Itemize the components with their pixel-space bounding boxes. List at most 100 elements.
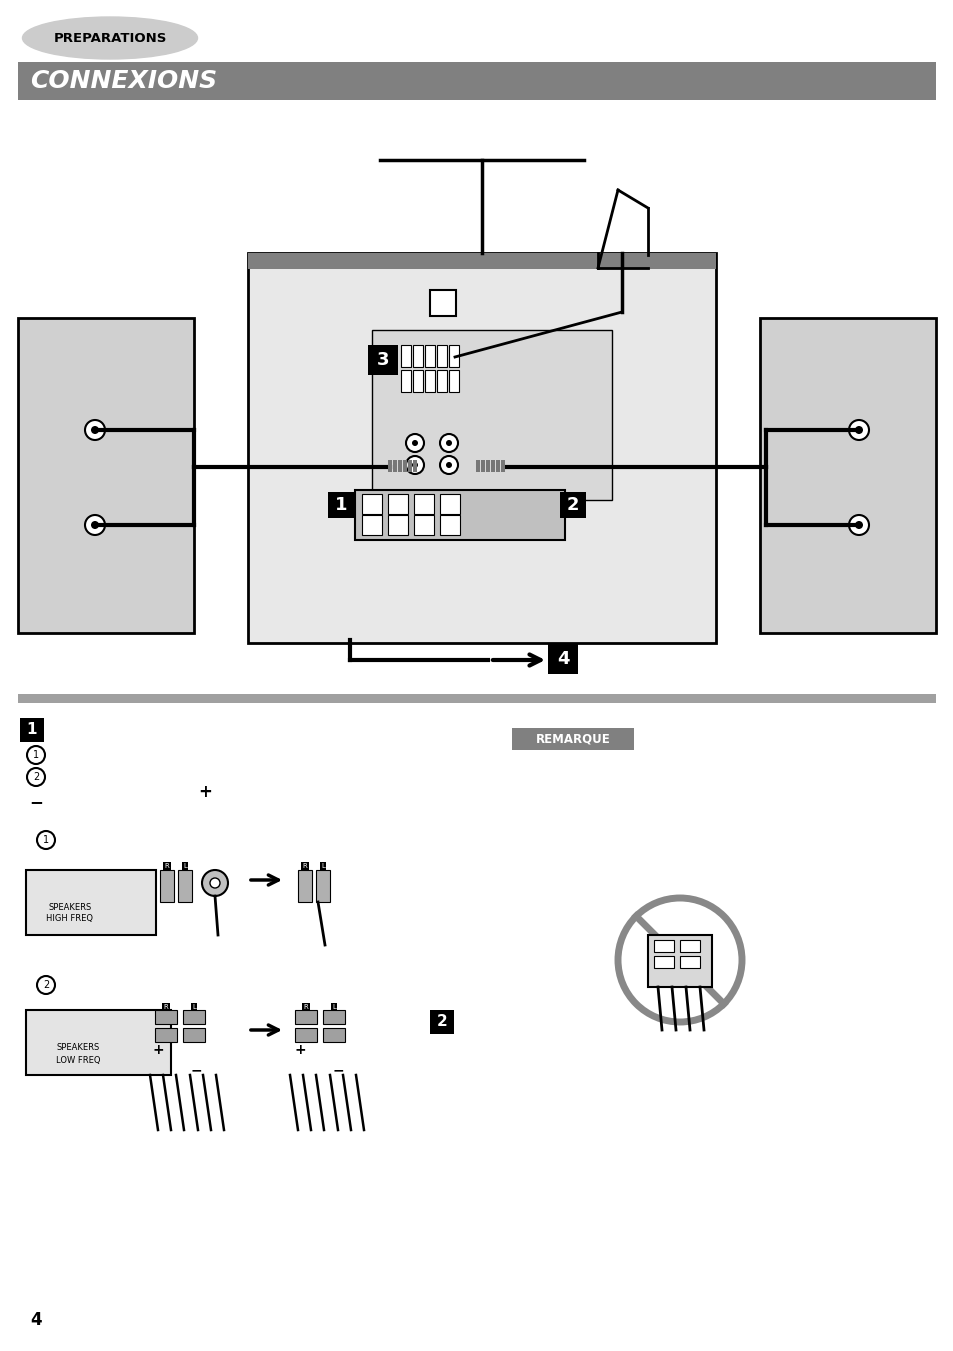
Circle shape: [848, 515, 868, 535]
Bar: [248, 253, 716, 643]
Circle shape: [91, 426, 99, 434]
Bar: [485, 459, 490, 471]
Text: 1: 1: [27, 723, 37, 738]
Circle shape: [848, 420, 868, 440]
Bar: [393, 459, 396, 471]
Text: 4: 4: [557, 650, 569, 667]
Bar: [430, 290, 456, 316]
Bar: [315, 870, 330, 902]
Text: CONNEXIONS: CONNEXIONS: [30, 69, 217, 93]
Text: R: R: [165, 863, 170, 869]
Circle shape: [854, 426, 862, 434]
Bar: [436, 345, 447, 367]
Text: 1: 1: [33, 750, 39, 761]
Bar: [647, 935, 711, 988]
Bar: [424, 370, 435, 392]
Bar: [408, 459, 412, 471]
Circle shape: [439, 434, 457, 453]
Bar: [547, 644, 578, 674]
Bar: [18, 317, 193, 634]
Bar: [388, 459, 392, 471]
Text: −: −: [190, 1063, 202, 1077]
Text: −: −: [332, 1063, 343, 1077]
Bar: [679, 940, 700, 952]
Circle shape: [85, 515, 105, 535]
Text: +: +: [198, 784, 212, 801]
Bar: [178, 870, 192, 902]
Circle shape: [412, 462, 417, 467]
Bar: [361, 515, 381, 535]
Text: 1: 1: [43, 835, 49, 844]
Circle shape: [37, 975, 55, 994]
Text: 2: 2: [43, 979, 49, 990]
Circle shape: [854, 521, 862, 530]
Bar: [26, 870, 156, 935]
Bar: [397, 459, 401, 471]
Text: 2: 2: [436, 1015, 447, 1029]
Bar: [160, 870, 173, 902]
Bar: [654, 940, 673, 952]
Bar: [413, 345, 422, 367]
Text: L: L: [332, 1004, 335, 1011]
Bar: [424, 345, 435, 367]
Text: SPEAKERS: SPEAKERS: [49, 902, 91, 912]
Bar: [294, 1011, 316, 1024]
Bar: [183, 1028, 205, 1042]
Bar: [496, 459, 499, 471]
Bar: [413, 459, 416, 471]
Circle shape: [406, 457, 423, 474]
Bar: [439, 515, 459, 535]
Text: 4: 4: [30, 1310, 42, 1329]
Text: L: L: [183, 863, 187, 869]
Circle shape: [37, 831, 55, 848]
Text: R: R: [303, 1004, 308, 1011]
Bar: [355, 490, 564, 540]
Bar: [323, 1028, 345, 1042]
Bar: [491, 459, 495, 471]
Bar: [559, 492, 585, 517]
Text: PREPARATIONS: PREPARATIONS: [53, 31, 167, 45]
Bar: [18, 62, 935, 100]
Text: REMARQUE: REMARQUE: [535, 732, 610, 746]
Bar: [20, 717, 44, 742]
Bar: [248, 253, 716, 269]
Bar: [449, 345, 458, 367]
Ellipse shape: [23, 18, 197, 59]
Bar: [26, 1011, 171, 1075]
Bar: [449, 370, 458, 392]
Text: R: R: [302, 863, 307, 869]
Bar: [361, 494, 381, 513]
Bar: [436, 370, 447, 392]
Bar: [402, 459, 407, 471]
Bar: [480, 459, 484, 471]
Text: L: L: [321, 863, 325, 869]
Circle shape: [412, 440, 417, 446]
Bar: [439, 494, 459, 513]
Text: R: R: [164, 1004, 168, 1011]
Bar: [430, 1011, 454, 1034]
Bar: [18, 694, 935, 703]
Bar: [154, 1028, 177, 1042]
Bar: [297, 870, 312, 902]
Text: SPEAKERS: SPEAKERS: [56, 1043, 99, 1052]
Circle shape: [446, 462, 452, 467]
Bar: [372, 330, 612, 500]
Bar: [323, 1011, 345, 1024]
Circle shape: [27, 746, 45, 765]
Bar: [388, 494, 408, 513]
Text: +: +: [294, 1043, 306, 1056]
Circle shape: [85, 420, 105, 440]
Text: HIGH FREQ: HIGH FREQ: [47, 915, 93, 924]
Text: 2: 2: [566, 496, 578, 513]
Circle shape: [446, 440, 452, 446]
Bar: [654, 957, 673, 969]
Bar: [476, 459, 479, 471]
Bar: [512, 728, 634, 750]
Bar: [328, 492, 354, 517]
Bar: [368, 345, 397, 376]
Circle shape: [439, 457, 457, 474]
Bar: [400, 345, 411, 367]
Bar: [183, 1011, 205, 1024]
Bar: [500, 459, 504, 471]
Bar: [414, 494, 434, 513]
